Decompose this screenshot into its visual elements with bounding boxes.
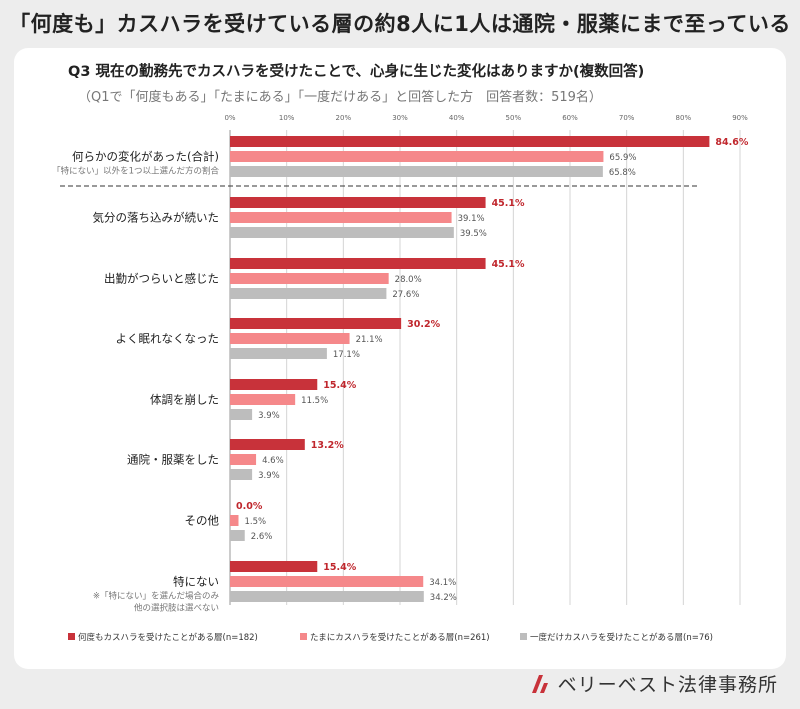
legend-label: 何度もカスハラを受けたことがある層(n=182) — [78, 632, 258, 643]
x-tick-label: 40% — [449, 114, 465, 122]
data-label: 34.2% — [430, 593, 457, 603]
category-label: 特にない — [173, 575, 219, 589]
x-tick-label: 30% — [392, 114, 408, 122]
data-label: 30.2% — [407, 319, 440, 330]
bar — [230, 151, 604, 162]
brand-name: ベリーベスト法律事務所 — [557, 674, 778, 696]
bar — [230, 454, 257, 465]
data-label: 28.0% — [395, 275, 422, 285]
bar — [230, 576, 424, 587]
headline: 「何度も」カスハラを受けている層の約8人に1人は通院・服薬にまで至っている — [9, 12, 791, 36]
data-label: 45.1% — [492, 259, 525, 270]
x-tick-label: 70% — [619, 114, 635, 122]
data-label: 84.6% — [715, 137, 748, 148]
data-label: 2.6% — [251, 532, 273, 542]
category-note: 他の選択肢は選べない — [134, 603, 219, 614]
data-label: 13.2% — [311, 440, 344, 451]
bar — [230, 409, 253, 420]
data-label: 4.6% — [262, 456, 284, 466]
x-tick-label: 60% — [562, 114, 578, 122]
category-label: 気分の落ち込みが続いた — [93, 211, 220, 225]
bar — [230, 212, 452, 223]
data-label: 15.4% — [323, 380, 356, 391]
category-note: ※「特にない」を選んだ場合のみ — [93, 591, 220, 602]
data-label: 27.6% — [392, 290, 419, 300]
data-label: 15.4% — [323, 562, 356, 573]
data-label: 65.9% — [609, 153, 636, 163]
legend-label: 一度だけカスハラを受けたことがある層(n=76) — [530, 632, 713, 643]
legend-label: たまにカスハラを受けたことがある層(n=261) — [310, 632, 490, 643]
data-label: 0.0% — [236, 501, 263, 512]
x-tick-label: 90% — [732, 114, 748, 122]
bar — [230, 288, 387, 299]
data-label: 3.9% — [258, 471, 280, 481]
category-label: 通院・服薬をした — [127, 453, 219, 467]
x-tick-label: 10% — [279, 114, 295, 122]
x-tick-label: 20% — [336, 114, 352, 122]
bar — [230, 379, 318, 390]
brand-logo: ベリーベスト法律事務所 — [530, 670, 778, 697]
bar — [230, 136, 710, 147]
category-label: その他 — [185, 514, 220, 528]
bar — [230, 197, 486, 208]
data-label: 65.8% — [609, 168, 636, 178]
question-subtitle: （Q1で「何度もある」「たまにある」「一度だけある」と回答した方 回答者数：51… — [78, 90, 602, 105]
data-label: 39.5% — [460, 229, 487, 239]
category-label: 何らかの変化があった(合計) — [72, 150, 219, 164]
bar — [230, 469, 253, 480]
data-label: 21.1% — [356, 335, 383, 345]
category-label: 出勤がつらいと感じた — [104, 272, 219, 286]
data-label: 3.9% — [258, 411, 280, 421]
bar — [230, 318, 402, 329]
bar — [230, 227, 454, 238]
data-label: 1.5% — [245, 517, 267, 527]
bar — [230, 530, 245, 541]
bar — [230, 515, 239, 526]
x-tick-label: 50% — [506, 114, 522, 122]
data-label: 11.5% — [301, 396, 328, 406]
bar — [230, 561, 318, 572]
legend-swatch — [520, 633, 527, 640]
bar — [230, 591, 424, 602]
bar — [230, 348, 327, 359]
legend-swatch — [68, 633, 75, 640]
category-label: よく眠れなくなった — [116, 332, 220, 346]
bar — [230, 394, 296, 405]
question-title: Q3 現在の勤務先でカスハラを受けたことで、心身に生じた変化はありますか(複数回… — [68, 64, 645, 80]
x-tick-label: 0% — [224, 114, 235, 122]
legend-swatch — [300, 633, 307, 640]
x-tick-label: 80% — [676, 114, 692, 122]
data-label: 39.1% — [458, 214, 485, 224]
bar — [230, 333, 350, 344]
data-label: 45.1% — [492, 198, 525, 209]
category-label: 体調を崩した — [150, 393, 219, 407]
brand-mark-icon — [531, 674, 548, 693]
bar — [230, 166, 603, 177]
data-label: 17.1% — [333, 350, 360, 360]
data-label: 34.1% — [429, 578, 456, 588]
bar — [230, 273, 389, 284]
category-note: 「特にない」以外を1つ以上選んだ方の割合 — [52, 166, 219, 177]
bar — [230, 258, 486, 269]
bar — [230, 439, 305, 450]
